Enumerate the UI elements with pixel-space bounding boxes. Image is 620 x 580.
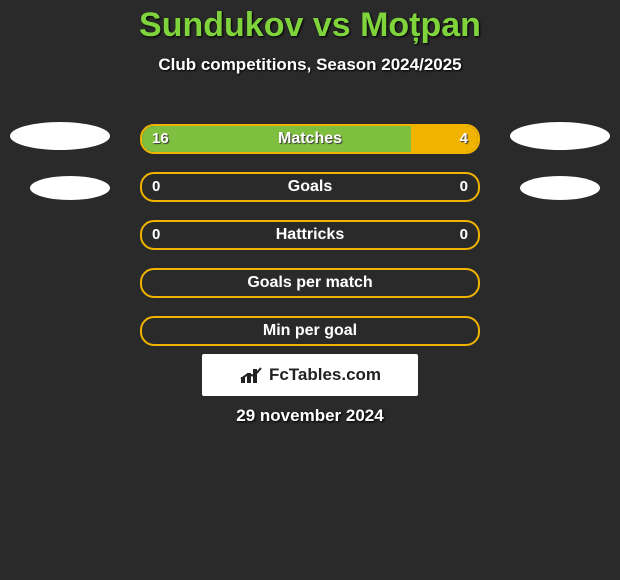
player1-flag-placeholder <box>30 176 110 200</box>
stat-bar: Goals per match <box>140 268 480 298</box>
comparison-bars: 164Matches 00Goals 00Hattricks Goals per ma… <box>140 124 480 364</box>
stat-label: Goals <box>142 174 478 200</box>
stat-label: Matches <box>142 126 478 152</box>
date-text: 29 november 2024 <box>0 406 620 426</box>
stat-label: Hattricks <box>142 222 478 248</box>
stat-bar: 164Matches <box>140 124 480 154</box>
stat-bar: 00Hattricks <box>140 220 480 250</box>
player2-photo-placeholder <box>510 122 610 150</box>
stat-bar: 00Goals <box>140 172 480 202</box>
brand-box: FcTables.com <box>202 354 418 396</box>
brand-chart-icon <box>239 365 265 385</box>
page-subtitle: Club competitions, Season 2024/2025 <box>0 55 620 75</box>
stat-bar: Min per goal <box>140 316 480 346</box>
stat-label: Goals per match <box>142 270 478 296</box>
comparison-infographic: Sundukov vs Moțpan Club competitions, Se… <box>0 0 620 580</box>
player2-flag-placeholder <box>520 176 600 200</box>
stat-label: Min per goal <box>142 318 478 344</box>
brand-text: FcTables.com <box>269 365 381 385</box>
page-title: Sundukov vs Moțpan <box>0 0 620 45</box>
player1-photo-placeholder <box>10 122 110 150</box>
